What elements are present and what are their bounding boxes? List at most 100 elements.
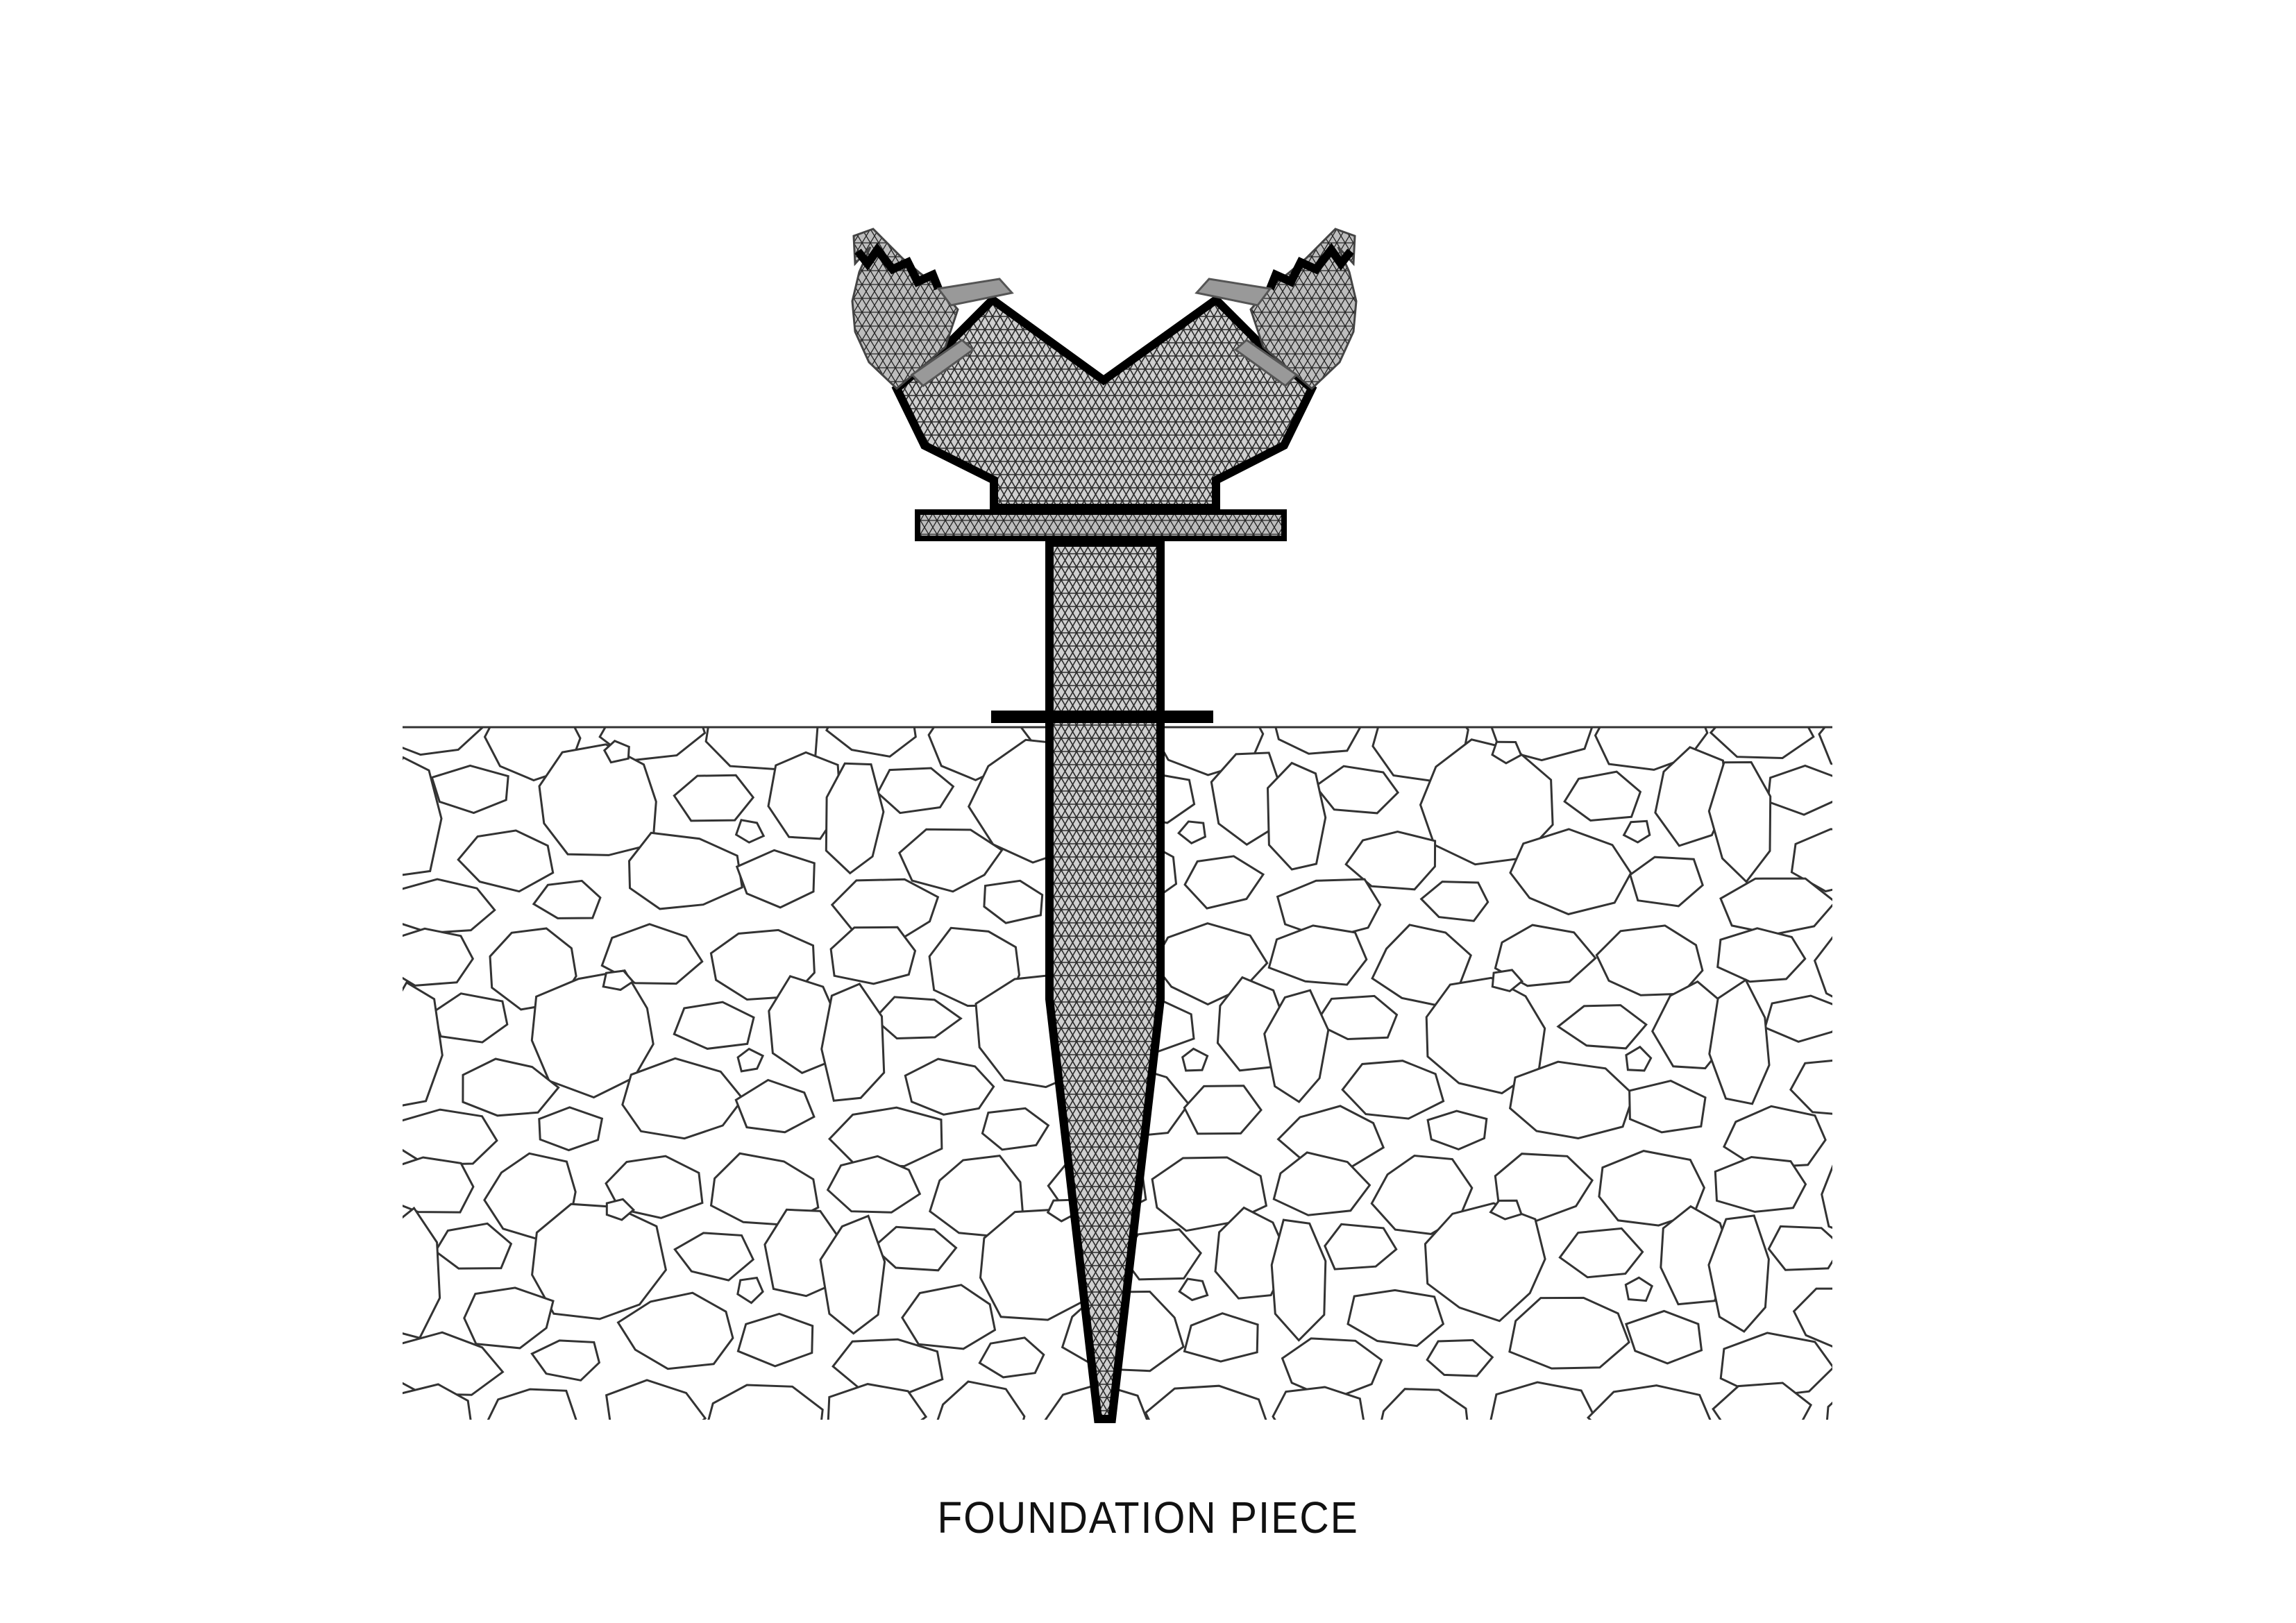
stone <box>981 1107 1050 1151</box>
stone <box>1821 1164 1832 1229</box>
stone <box>1558 1227 1644 1279</box>
stone <box>673 1232 755 1282</box>
stone <box>1266 761 1327 871</box>
stone <box>819 1214 886 1335</box>
stone <box>536 1567 601 1610</box>
stone <box>1509 828 1632 916</box>
stone <box>1934 969 1965 991</box>
stone <box>1183 855 1265 910</box>
stone <box>532 879 602 919</box>
stone <box>1381 1388 1469 1420</box>
stone <box>1871 1206 1991 1320</box>
stone <box>1871 881 1933 922</box>
stone <box>1314 994 1399 1041</box>
stone <box>1419 738 1554 866</box>
stone <box>1936 1429 1964 1448</box>
stone <box>1424 1202 1546 1323</box>
stone <box>1491 1429 1521 1449</box>
stone <box>1728 1567 1830 1623</box>
stone <box>2066 1311 2147 1361</box>
stone <box>1563 770 1642 822</box>
stone <box>1181 1047 1209 1072</box>
stone <box>1371 924 1472 1006</box>
stone <box>1767 1225 1832 1271</box>
stone <box>1314 765 1400 815</box>
stone <box>403 756 443 876</box>
stone <box>734 819 766 844</box>
stone <box>403 878 496 934</box>
stone <box>1621 1538 1709 1592</box>
stone <box>830 878 940 943</box>
stone <box>1183 1312 1259 1363</box>
stone <box>605 1155 704 1219</box>
stone <box>2102 978 2179 1068</box>
stone <box>1274 727 1362 755</box>
stone <box>1937 1198 1963 1218</box>
stone <box>1267 924 1368 986</box>
stone <box>1825 1401 1832 1420</box>
stone <box>2070 1278 2097 1303</box>
stone <box>430 764 509 815</box>
stone <box>985 1567 1045 1609</box>
stone <box>2073 853 2149 903</box>
stone <box>1936 742 1965 762</box>
stone <box>1708 978 1771 1105</box>
stone <box>929 1155 1024 1238</box>
stone <box>707 1384 824 1420</box>
stone <box>1709 727 1815 760</box>
stone <box>1508 1296 1630 1370</box>
stone <box>2007 1232 2083 1277</box>
stone <box>1489 1381 1598 1420</box>
stone <box>1946 837 2070 909</box>
stone <box>530 969 655 1099</box>
stone <box>2032 1159 2152 1230</box>
stone <box>1177 820 1207 844</box>
stone <box>457 829 555 893</box>
stone <box>1277 1564 1385 1623</box>
stone <box>1871 1568 1931 1606</box>
stone <box>736 1312 814 1368</box>
stone <box>1419 881 1489 922</box>
stone <box>1047 1429 1075 1450</box>
stone <box>1628 1080 1707 1134</box>
stone <box>1491 969 1524 993</box>
stone <box>530 1339 601 1382</box>
stone <box>2034 931 2161 996</box>
stone <box>403 727 484 756</box>
stone <box>1624 1276 1654 1302</box>
stone <box>1625 1309 1703 1365</box>
stone-ground-section <box>392 727 2179 1623</box>
stone <box>1932 1152 2034 1222</box>
stone <box>392 1561 496 1622</box>
stone <box>871 1225 958 1272</box>
stone <box>616 1291 734 1370</box>
stone <box>1939 1381 2029 1445</box>
stone <box>1426 1110 1488 1151</box>
stone <box>1426 1339 1494 1377</box>
stone <box>1818 727 1832 765</box>
stone <box>434 1222 513 1270</box>
stone <box>978 1336 1045 1379</box>
stone <box>1722 1105 1827 1169</box>
stone <box>538 743 657 856</box>
stone <box>876 767 955 815</box>
stone <box>531 1203 668 1320</box>
stone <box>1595 924 1704 996</box>
stone <box>1766 764 1832 816</box>
stone <box>1183 1085 1263 1135</box>
stone <box>1494 924 1597 987</box>
stone <box>1178 1543 1263 1592</box>
stone <box>1792 1287 1832 1348</box>
stone <box>1873 1339 1932 1380</box>
tapered-stake <box>1045 538 1165 1423</box>
stone <box>1489 1199 1523 1221</box>
stone <box>2004 1003 2087 1053</box>
stone <box>1324 1223 1398 1271</box>
stone <box>2103 1209 2172 1302</box>
stone <box>820 983 886 1102</box>
stone <box>602 740 630 764</box>
stone <box>1270 1218 1327 1342</box>
stone <box>1790 828 1832 893</box>
stone <box>1628 856 1704 908</box>
stone <box>605 1198 636 1221</box>
